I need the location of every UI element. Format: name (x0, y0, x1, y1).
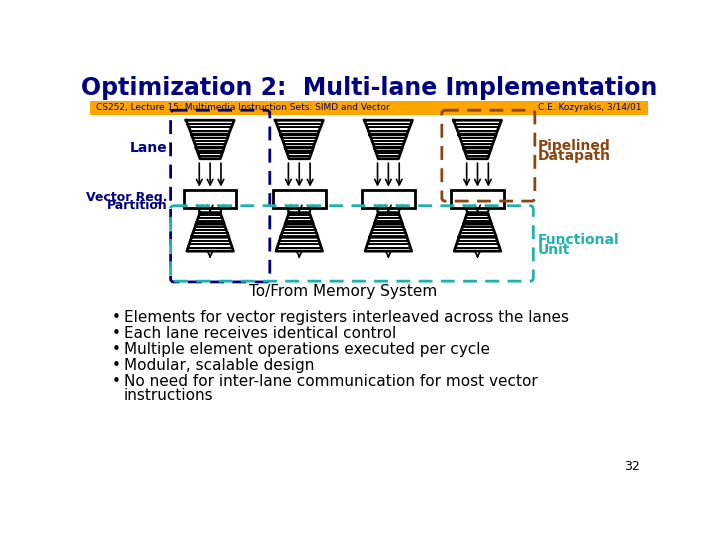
Polygon shape (196, 213, 224, 224)
Polygon shape (374, 148, 402, 159)
Text: •: • (112, 374, 120, 389)
Polygon shape (196, 148, 224, 159)
Polygon shape (187, 237, 233, 251)
Text: 32: 32 (624, 460, 640, 473)
Polygon shape (281, 224, 318, 237)
Bar (184, 190, 236, 208)
Polygon shape (192, 135, 229, 147)
Polygon shape (464, 213, 492, 224)
Text: CS252, Lecture 15: Multimedia Instruction Sets: SIMD and Vector: CS252, Lecture 15: Multimedia Instructio… (96, 104, 390, 112)
Polygon shape (459, 224, 496, 237)
Polygon shape (459, 135, 496, 147)
Polygon shape (370, 135, 407, 147)
Polygon shape (464, 148, 492, 159)
Bar (90, 101, 648, 115)
Polygon shape (370, 224, 407, 237)
Polygon shape (365, 237, 412, 251)
Bar (451, 190, 504, 208)
Polygon shape (276, 237, 323, 251)
Text: Pipelined: Pipelined (538, 139, 611, 153)
Polygon shape (454, 120, 502, 134)
Text: Elements for vector registers interleaved across the lanes: Elements for vector registers interleave… (124, 309, 569, 325)
Text: Lane: Lane (130, 141, 168, 155)
Polygon shape (454, 237, 500, 251)
Polygon shape (364, 120, 413, 134)
Polygon shape (275, 120, 323, 134)
Polygon shape (285, 213, 313, 224)
Text: Each lane receives identical control: Each lane receives identical control (124, 326, 396, 341)
Polygon shape (285, 148, 313, 159)
Text: Datapath: Datapath (538, 148, 611, 163)
Text: No need for inter-lane communication for most vector: No need for inter-lane communication for… (124, 374, 538, 389)
Polygon shape (281, 135, 318, 147)
Text: •: • (112, 342, 120, 357)
Polygon shape (192, 224, 229, 237)
Bar (362, 190, 415, 208)
Text: Unit: Unit (538, 244, 570, 258)
Text: Partition: Partition (107, 199, 168, 212)
Bar (273, 190, 325, 208)
Text: •: • (112, 309, 120, 325)
Text: Functional: Functional (538, 233, 620, 247)
Text: Multiple element operations executed per cycle: Multiple element operations executed per… (124, 342, 490, 357)
Text: Vector Reg.: Vector Reg. (86, 191, 168, 204)
Polygon shape (374, 213, 402, 224)
Text: Optimization 2:  Multi-lane Implementation: Optimization 2: Multi-lane Implementatio… (81, 76, 657, 100)
Polygon shape (186, 120, 234, 134)
Text: Modular, scalable design: Modular, scalable design (124, 358, 315, 373)
Text: C.E. Kozyrakis, 3/14/01: C.E. Kozyrakis, 3/14/01 (539, 104, 642, 112)
Text: To/From Memory System: To/From Memory System (249, 284, 438, 299)
Text: •: • (112, 358, 120, 373)
Text: •: • (112, 326, 120, 341)
Text: instructions: instructions (124, 388, 214, 403)
